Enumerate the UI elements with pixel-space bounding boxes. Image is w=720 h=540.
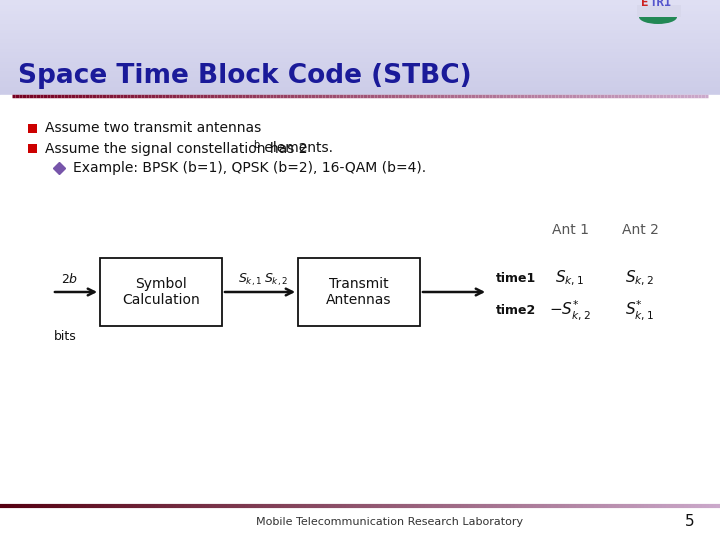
- Bar: [298, 258, 420, 326]
- Bar: [28, 144, 37, 153]
- Text: Space Time Block Code (STBC): Space Time Block Code (STBC): [18, 63, 472, 89]
- Text: b: b: [253, 140, 259, 150]
- Text: $2b$: $2b$: [61, 272, 78, 286]
- Text: $S_{k,1}^{*}$: $S_{k,1}^{*}$: [626, 298, 654, 322]
- Text: Symbol: Symbol: [135, 277, 187, 291]
- Text: Calculation: Calculation: [122, 293, 200, 307]
- Text: Example: BPSK (b=1), QPSK (b=2), 16-QAM (b=4).: Example: BPSK (b=1), QPSK (b=2), 16-QAM …: [73, 161, 426, 175]
- Text: Ant 1: Ant 1: [552, 223, 588, 237]
- Text: Mobile Telecommunication Research Laboratory: Mobile Telecommunication Research Labora…: [256, 517, 523, 527]
- Text: time2: time2: [496, 303, 536, 316]
- Text: Assume two transmit antennas: Assume two transmit antennas: [45, 122, 261, 136]
- Text: $S_{k,2}$: $S_{k,2}$: [264, 272, 288, 288]
- Ellipse shape: [639, 10, 677, 24]
- Bar: [100, 258, 222, 326]
- Text: Transmit: Transmit: [329, 277, 389, 291]
- Text: Ant 2: Ant 2: [621, 223, 658, 237]
- Text: $S_{k,1}$: $S_{k,1}$: [555, 268, 585, 288]
- Text: Assume the signal constellation has 2: Assume the signal constellation has 2: [45, 141, 307, 156]
- Text: $-S_{k,2}^{*}$: $-S_{k,2}^{*}$: [549, 298, 591, 322]
- Bar: [28, 124, 37, 133]
- Text: TRI: TRI: [649, 0, 672, 10]
- Bar: [637, 5, 681, 17]
- Text: Antennas: Antennas: [326, 293, 392, 307]
- Text: bits: bits: [53, 329, 76, 342]
- Text: 5: 5: [685, 515, 695, 530]
- Text: E: E: [642, 0, 649, 10]
- Text: time1: time1: [496, 272, 536, 285]
- Text: elements.: elements.: [260, 141, 333, 156]
- Text: $S_{k,1}$: $S_{k,1}$: [238, 272, 262, 288]
- Text: $S_{k,2}$: $S_{k,2}$: [626, 268, 654, 288]
